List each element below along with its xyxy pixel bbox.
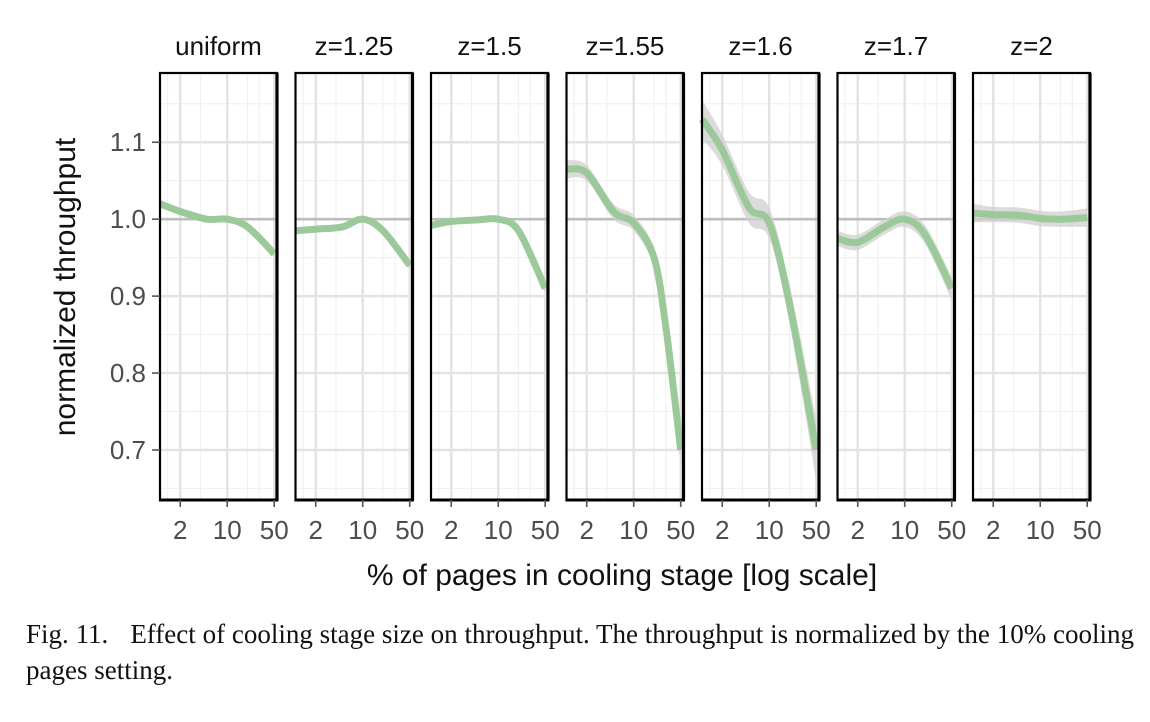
y-axis-label: normalized throughput [49, 137, 82, 436]
x-tick-label: 2 [986, 515, 1000, 545]
figure-number: Fig. 11. [26, 619, 109, 649]
y-tick-label: 0.7 [110, 435, 146, 465]
x-tick-label: 2 [715, 515, 729, 545]
x-tick-label: 10 [755, 515, 784, 545]
facet-title: z=1.6 [728, 31, 792, 61]
y-tick-label: 1.0 [110, 204, 146, 234]
y-tick-label: 0.8 [110, 358, 146, 388]
faceted-line-chart: uniform 2 10 50 z=1.25 2 10 50 z=1.5 2 10 50 z=1.55 2… [49, 31, 1102, 592]
x-tick-label: 10 [1026, 515, 1055, 545]
facet-title: z=1.25 [315, 31, 394, 61]
x-tick-label: 10 [213, 515, 242, 545]
series-line [836, 215, 955, 290]
facet-panel-3: z=1.55 2 10 50 [565, 31, 695, 545]
facet-panel-5: z=1.7 2 10 50 [836, 31, 966, 545]
x-tick-label: 10 [619, 515, 648, 545]
series-line [972, 209, 1088, 223]
y-tick-label: 1.1 [110, 127, 146, 157]
y-axis: 0.7 0.8 0.9 1.0 1.1 [110, 127, 160, 465]
chart-panels: uniform 2 10 50 z=1.25 2 10 50 z=1.5 2 10 50 z=1.55 2… [158, 31, 1102, 545]
x-tick-label: 2 [173, 515, 187, 545]
series-line [295, 215, 413, 268]
facet-panel-0: uniform 2 10 50 [158, 31, 289, 545]
facet-title: z=1.7 [864, 31, 928, 61]
x-tick-label: 2 [444, 515, 458, 545]
x-tick-label: 50 [1073, 515, 1102, 545]
series-line [158, 200, 277, 257]
facet-panel-1: z=1.25 2 10 50 [294, 31, 424, 545]
x-tick-label: 10 [890, 515, 919, 545]
facet-panel-4: z=1.6 2 10 50 [699, 31, 831, 545]
figure-caption: Fig. 11. Effect of cooling stage size on … [26, 616, 1134, 688]
x-axis-label: % of pages in cooling stage [log scale] [367, 559, 877, 592]
facet-title: uniform [175, 31, 262, 61]
facet-title: z=1.5 [457, 31, 521, 61]
facet-panel-2: z=1.5 2 10 50 [429, 31, 560, 545]
series-line [699, 117, 820, 451]
series-line [430, 215, 549, 290]
x-tick-label: 50 [666, 515, 695, 545]
x-tick-label: 50 [260, 515, 289, 545]
confidence-band [566, 159, 681, 466]
x-tick-label: 10 [348, 515, 377, 545]
caption-text: Effect of cooling stage size on throughp… [26, 619, 1134, 685]
series-line [565, 165, 685, 451]
x-tick-label: 50 [531, 515, 560, 545]
x-tick-label: 50 [395, 515, 424, 545]
y-tick-label: 0.9 [110, 281, 146, 311]
x-tick-label: 2 [580, 515, 594, 545]
facet-title: z=1.55 [586, 31, 665, 61]
x-tick-label: 50 [937, 515, 966, 545]
x-tick-label: 10 [484, 515, 513, 545]
facet-panel-6: z=2 2 10 50 [971, 31, 1102, 545]
x-tick-label: 50 [802, 515, 831, 545]
x-tick-label: 2 [309, 515, 323, 545]
facet-title: z=2 [1010, 31, 1053, 61]
x-tick-label: 2 [851, 515, 865, 545]
